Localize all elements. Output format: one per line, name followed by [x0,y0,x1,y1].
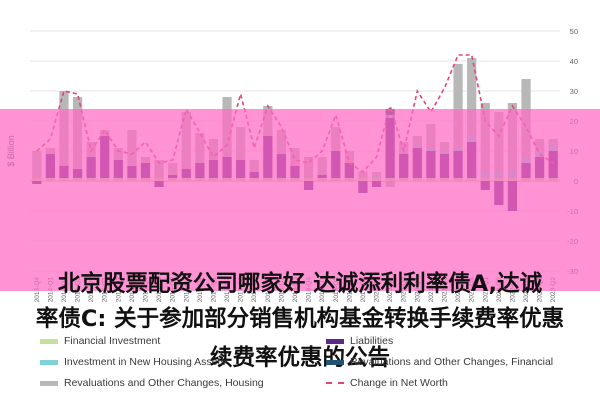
y-tick-label: 50 [570,27,578,36]
banner-line-3: 续费率优惠的公告 [209,345,390,371]
legend-swatch-liabilities [326,338,344,344]
banner-line-1: 北京股票配资公司哪家好 达诚添利利率债A,达诚 [57,271,543,297]
promo-banner[interactable]: 北京股票配资公司哪家好 达诚添利利率债A,达诚 率债C: 关于参加部分销售机构基… [0,109,600,371]
legend-swatch-revaluations-housing [40,380,58,386]
legend-swatch-financial-investment [40,338,58,344]
legend-item-liabilities: Liabilities [326,332,393,350]
legend-item-revaluations-financial: Revaluations and Other Changes, Financia… [326,353,553,371]
legend-item-financial-investment: Financial Investment [40,332,160,350]
legend-label-housing-investment: Investment in New Housing Assets [64,356,226,368]
legend-label-financial-investment: Financial Investment [64,335,161,347]
legend-label-revaluations-housing: Revaluations and Other Changes, Housing [64,377,264,389]
bar-segment [467,58,477,136]
legend-swatch-housing-investment [40,359,58,365]
legend-item-housing-investment: Investment in New Housing Assets [40,353,226,371]
legend-swatch-revaluations-financial [326,359,344,365]
banner-line-2: 率债C: 关于参加部分销售机构基金转换手续费率优惠 [35,306,565,332]
legend-label-revaluations-financial: Revaluations and Other Changes, Financia… [350,356,554,368]
chart-legend: Financial Investment Liabilities Investm… [40,332,600,396]
legend-label-net-worth: Change in Net Worth [350,377,448,389]
legend-label-liabilities: Liabilities [350,335,394,347]
y-tick-label: 40 [570,57,578,66]
legend-item-net-worth: Change in Net Worth [326,374,448,392]
legend-item-revaluations-housing: Revaluations and Other Changes, Housing [40,374,264,392]
legend-swatch-net-worth [326,382,344,384]
y-tick-label: 30 [570,87,578,96]
bar-segment [453,64,463,148]
net-worth-line [36,54,554,174]
